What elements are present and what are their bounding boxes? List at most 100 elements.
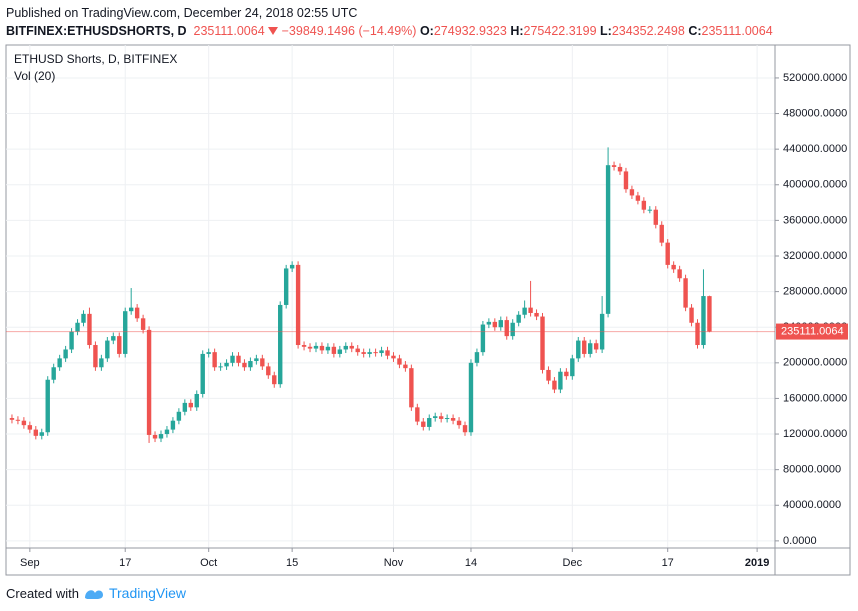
change: −39849.1496 (−14.49%) (281, 24, 417, 38)
x-tick-label: 14 (465, 557, 477, 569)
candle-body (93, 345, 98, 368)
candle-body (516, 314, 521, 323)
candle-body (128, 307, 134, 312)
candle-body (123, 311, 128, 354)
footer: Created with TradingView (6, 585, 186, 601)
candle-body (707, 296, 712, 332)
candle-body (486, 321, 492, 325)
candle-body (224, 362, 229, 367)
candle-body (701, 296, 706, 346)
candle-body (605, 165, 611, 314)
candle-body (438, 416, 444, 419)
candle-body (534, 312, 539, 317)
logo-icon (84, 590, 103, 599)
candle-body (248, 361, 253, 368)
candle-body (564, 371, 569, 377)
y-tick-label: 480000.0000 (783, 107, 847, 119)
l-value: 234352.2498 (611, 24, 685, 38)
h-value: 275422.3199 (523, 24, 597, 38)
candle-body (468, 362, 474, 433)
h-label: H: (510, 24, 524, 38)
candle-body (21, 420, 27, 426)
candle-body (206, 352, 211, 354)
y-tick-label: 160000.0000 (783, 392, 847, 404)
chart-title: ETHUSD Shorts, D, BITFINEX (14, 52, 177, 66)
candle-body (623, 171, 629, 190)
y-tick-label: 400000.0000 (783, 179, 847, 191)
candle-body (158, 434, 164, 439)
candle-body (134, 307, 140, 319)
candle-body (343, 345, 348, 350)
candle-body (111, 336, 116, 341)
c-label: C: (688, 24, 702, 38)
candle-body (33, 429, 39, 436)
y-tick-label: 200000.0000 (783, 357, 847, 369)
candle-body (278, 304, 283, 385)
symbol: BITFINEX:ETHUSDSHORTS, D (6, 24, 187, 38)
candle-body (397, 358, 402, 365)
candle-body (450, 418, 456, 421)
chart-frame (5, 44, 851, 576)
candle-body (510, 322, 515, 337)
candle-body (540, 316, 545, 370)
candle-body (671, 264, 676, 270)
candle-body (522, 307, 527, 315)
y-tick-label: 320000.0000 (783, 250, 847, 262)
candle-body (9, 418, 15, 420)
candle-body (361, 352, 366, 354)
candle-body (146, 329, 152, 435)
candle-body (200, 353, 205, 394)
candle-body (164, 429, 170, 435)
candle-body (63, 349, 68, 359)
x-tick-label: Oct (200, 557, 217, 569)
down-arrow (268, 27, 279, 35)
candle-body (39, 432, 44, 436)
candle-body (677, 269, 682, 279)
candle-body (176, 411, 182, 421)
candle-body (379, 350, 384, 354)
l-label: L: (600, 24, 612, 38)
candle-body (593, 343, 599, 350)
x-tick-label: 17 (662, 557, 674, 569)
candle-body (283, 268, 289, 305)
candle-body (403, 364, 408, 369)
candle-body (421, 421, 426, 427)
candle-body (582, 340, 587, 354)
y-tick-label: 80000.0000 (783, 464, 841, 476)
candle-body (182, 402, 188, 412)
candle-body (152, 434, 158, 439)
candle-body (140, 318, 146, 330)
candle-body (272, 375, 277, 385)
candle-body (254, 358, 259, 362)
x-tick-label: Dec (563, 557, 583, 569)
o-value: 274932.9323 (433, 24, 507, 38)
candle-body (170, 420, 176, 430)
candle-body (242, 362, 247, 368)
candle-body (492, 321, 498, 328)
x-tick-label: 17 (119, 557, 131, 569)
candle-body (427, 418, 432, 427)
candle-body (367, 352, 372, 354)
candle-body (695, 322, 700, 346)
chart-subtitle: Vol (20) (14, 69, 55, 83)
candle-body (629, 189, 635, 196)
x-tick-label: Nov (384, 557, 404, 569)
candle-body (474, 352, 480, 363)
c-value: 235111.0064 (701, 24, 773, 38)
candle-body (105, 340, 110, 359)
y-tick-label: 360000.0000 (783, 214, 847, 226)
candle-body (391, 355, 396, 359)
candle-body (433, 416, 438, 419)
last-price-box (776, 323, 848, 340)
candle-body (576, 340, 581, 359)
candle-body (558, 371, 563, 390)
candle-body (456, 420, 462, 426)
candle-body (188, 402, 193, 408)
candle-body (665, 242, 670, 265)
candle-body (570, 358, 575, 377)
candle-body (444, 418, 450, 420)
candle-body (355, 348, 360, 353)
candle-body (194, 393, 199, 408)
